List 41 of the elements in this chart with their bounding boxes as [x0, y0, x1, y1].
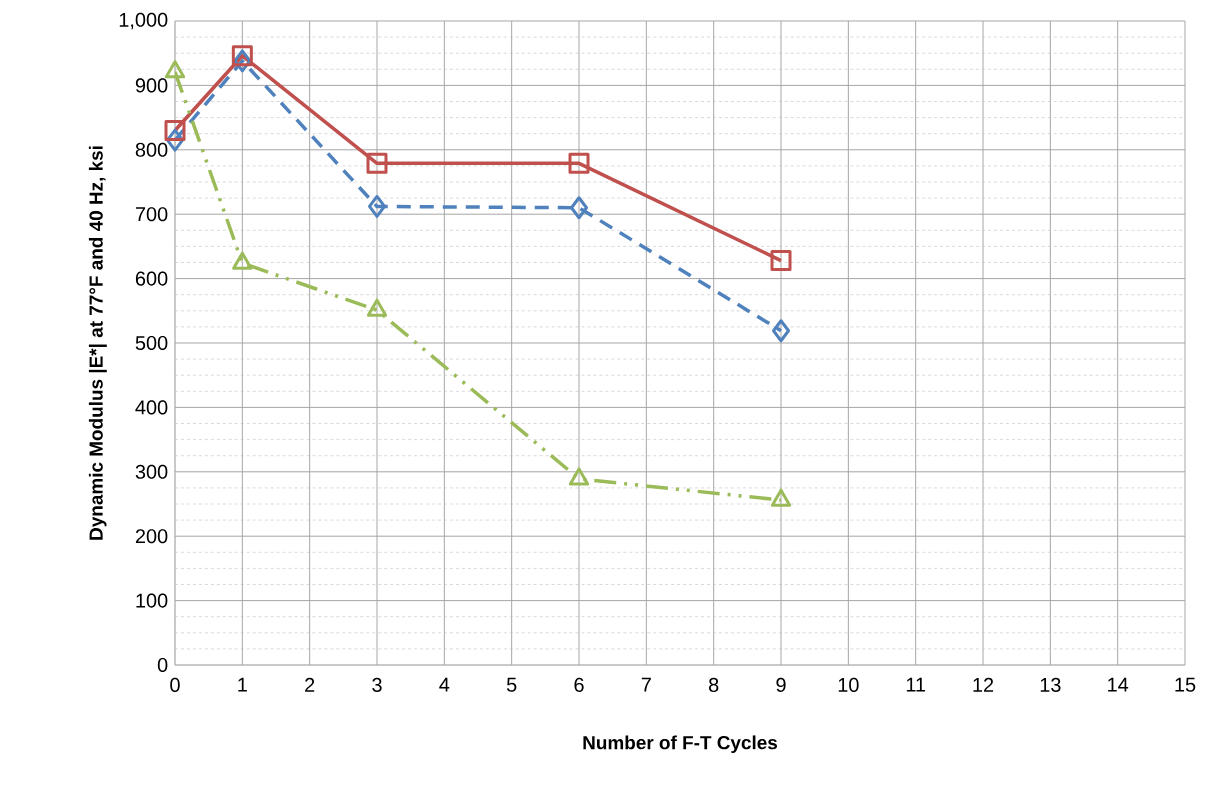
y-tick-label: 1,000 — [119, 12, 168, 30]
x-tick-label: 9 — [776, 677, 786, 692]
y-tick-label: 700 — [135, 207, 168, 222]
y-tick-label: 900 — [135, 78, 168, 93]
x-tick-label: 13 — [1040, 677, 1061, 692]
y-tick-label: 200 — [135, 529, 168, 544]
point — [366, 152, 388, 174]
x-tick-label: 7 — [641, 677, 651, 692]
x-tick-label: 11 — [906, 677, 926, 692]
x-tick-label: 5 — [506, 677, 517, 692]
point — [368, 194, 386, 218]
point — [570, 196, 588, 220]
point — [231, 45, 253, 67]
point — [232, 251, 253, 270]
x-tick-label: 3 — [372, 677, 382, 692]
point — [568, 152, 590, 174]
y-tick-label: 500 — [135, 335, 168, 351]
x-tick-label: 1 — [238, 677, 247, 692]
x-tick-label: 12 — [973, 677, 994, 692]
x-tick-label: 10 — [838, 677, 859, 692]
x-tick-label: 0 — [170, 677, 180, 692]
y-tick-label: 400 — [135, 400, 168, 415]
y-tick-label: 800 — [135, 142, 168, 157]
x-tick-label: 8 — [708, 677, 719, 692]
x-axis-title: Number of F-T Cycles — [583, 735, 778, 754]
y-tick-label: 600 — [135, 271, 168, 286]
x-tick-label: 4 — [439, 677, 450, 692]
y-tick-label: 100 — [136, 593, 168, 608]
x-tick-label: 14 — [1108, 677, 1129, 692]
point — [366, 298, 388, 317]
point — [770, 250, 792, 272]
point — [772, 319, 791, 343]
y-tick-label: 300 — [135, 464, 168, 479]
x-tick-label: 15 — [1175, 677, 1196, 692]
point — [568, 467, 590, 486]
y-axis-title: Dynamic Modulus |E*| at 77°F and 40 Hz, ksi — [88, 146, 107, 540]
x-tick-label: 6 — [574, 677, 584, 692]
x-tick-label: 2 — [305, 677, 315, 692]
point — [164, 119, 186, 141]
y-tick-label: 0 — [157, 657, 168, 673]
point — [770, 488, 792, 507]
